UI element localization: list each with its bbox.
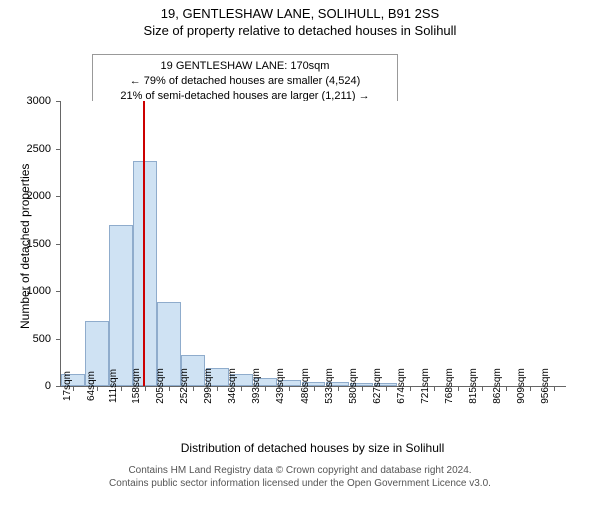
page-title: 19, GENTLESHAW LANE, SOLIHULL, B91 2SS xyxy=(0,6,600,21)
x-tick-mark xyxy=(289,386,290,391)
x-tick-label: 674sqm xyxy=(396,368,407,404)
histogram-bar xyxy=(109,225,133,387)
x-tick-mark xyxy=(73,386,74,391)
x-tick-mark xyxy=(458,386,459,391)
footer-attribution: Contains HM Land Registry data © Crown c… xyxy=(0,464,600,490)
x-tick-label: 815sqm xyxy=(468,368,479,404)
y-tick-mark xyxy=(56,291,61,292)
x-tick-label: 768sqm xyxy=(444,368,455,404)
x-tick-label: 158sqm xyxy=(131,368,142,404)
y-tick-mark xyxy=(56,339,61,340)
x-tick-mark xyxy=(265,386,266,391)
x-tick-mark xyxy=(506,386,507,391)
y-tick-mark xyxy=(56,196,61,197)
page-subtitle: Size of property relative to detached ho… xyxy=(0,23,600,38)
x-tick-mark xyxy=(97,386,98,391)
y-tick-label: 1500 xyxy=(27,238,51,250)
x-tick-mark xyxy=(241,386,242,391)
annotation-line-2: ← 79% of detached houses are smaller (4,… xyxy=(101,74,389,89)
y-tick-mark xyxy=(56,149,61,150)
x-tick-mark xyxy=(217,386,218,391)
x-tick-label: 862sqm xyxy=(492,368,503,404)
x-tick-label: 580sqm xyxy=(348,368,359,404)
footer-line-2: Contains public sector information licen… xyxy=(0,477,600,490)
y-tick-label: 500 xyxy=(33,333,51,345)
x-tick-label: 956sqm xyxy=(540,368,551,404)
y-tick-label: 2500 xyxy=(27,143,51,155)
property-marker-line xyxy=(143,101,145,386)
y-tick-label: 1000 xyxy=(27,285,51,297)
x-tick-mark xyxy=(362,386,363,391)
y-tick-mark xyxy=(56,244,61,245)
x-tick-mark xyxy=(193,386,194,391)
x-tick-label: 299sqm xyxy=(204,368,215,404)
x-tick-mark xyxy=(338,386,339,391)
x-tick-mark xyxy=(410,386,411,391)
x-tick-mark xyxy=(145,386,146,391)
x-tick-mark xyxy=(434,386,435,391)
y-tick-mark xyxy=(56,386,61,387)
x-tick-label: 252sqm xyxy=(179,368,190,404)
y-tick-label: 3000 xyxy=(27,95,51,107)
y-tick-label: 0 xyxy=(45,380,51,392)
histogram-plot: 05001000150020002500300017sqm64sqm111sqm… xyxy=(60,101,566,387)
x-tick-label: 533sqm xyxy=(324,368,335,404)
x-tick-label: 64sqm xyxy=(86,371,97,401)
x-tick-mark xyxy=(314,386,315,391)
y-tick-mark xyxy=(56,101,61,102)
x-tick-label: 111sqm xyxy=(108,369,119,403)
y-tick-label: 2000 xyxy=(27,190,51,202)
x-tick-label: 205sqm xyxy=(155,368,166,404)
x-tick-mark xyxy=(169,386,170,391)
x-tick-mark xyxy=(482,386,483,391)
x-tick-label: 909sqm xyxy=(516,368,527,404)
x-tick-mark xyxy=(386,386,387,391)
x-tick-label: 17sqm xyxy=(62,371,73,401)
footer-line-1: Contains HM Land Registry data © Crown c… xyxy=(0,464,600,477)
x-tick-label: 393sqm xyxy=(252,368,263,404)
x-tick-label: 486sqm xyxy=(300,368,311,404)
x-tick-label: 439sqm xyxy=(276,368,287,404)
x-tick-label: 346sqm xyxy=(228,368,239,404)
x-tick-mark xyxy=(554,386,555,391)
x-tick-mark xyxy=(530,386,531,391)
x-tick-label: 721sqm xyxy=(420,368,431,404)
x-axis-label: Distribution of detached houses by size … xyxy=(60,441,565,455)
annotation-line-1: 19 GENTLESHAW LANE: 170sqm xyxy=(101,59,389,74)
x-tick-label: 627sqm xyxy=(372,368,383,404)
chart-area: Number of detached properties 0500100015… xyxy=(60,101,566,387)
x-tick-mark xyxy=(121,386,122,391)
